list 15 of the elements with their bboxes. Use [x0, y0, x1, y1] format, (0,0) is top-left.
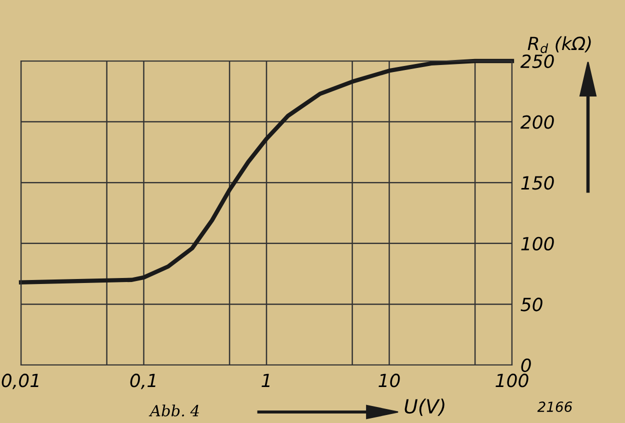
- y-tick-label: 200: [520, 115, 554, 129]
- y-tick-label: 0: [521, 358, 531, 372]
- x-axis-title: U(V): [404, 398, 444, 416]
- x-tick-label: 10: [378, 374, 400, 388]
- x-tick-label: 0,1: [130, 374, 156, 390]
- x-tick-label: 1: [262, 374, 270, 388]
- x-tick-label: 0,01: [2, 374, 38, 390]
- y-tick-label: 150: [521, 176, 554, 190]
- y-tick-label: 50: [520, 298, 542, 312]
- x-tick-label: 100: [496, 374, 528, 388]
- y-tick-label: 250: [520, 54, 554, 68]
- text: 2166: [537, 402, 572, 412]
- y-tick-label: 100: [521, 236, 554, 251]
- caption: Abb. 4: [148, 404, 199, 416]
- y-axis-title: R$_{d}$ (kΩ): [528, 36, 591, 54]
